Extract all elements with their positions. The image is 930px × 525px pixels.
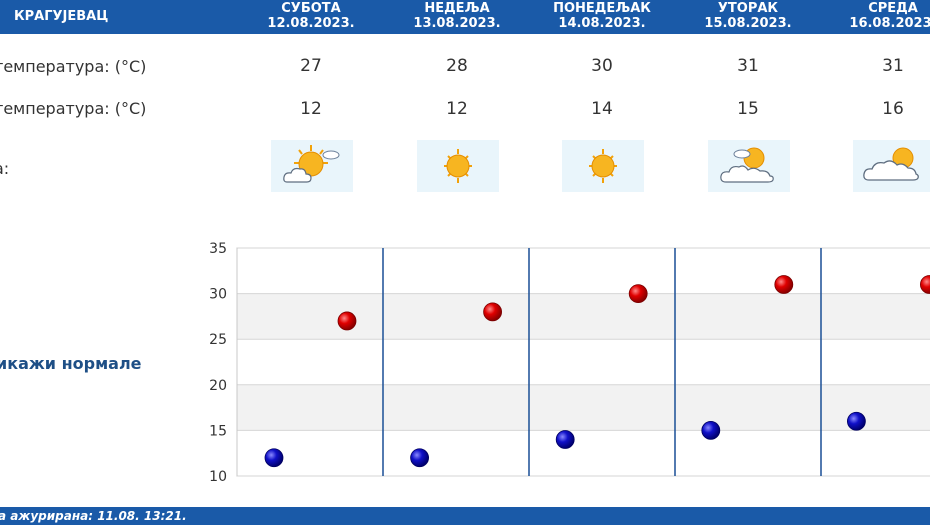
min-temp-point [701,420,721,440]
day-name: УТОРАК [717,1,779,16]
day-date: 13.08.2023. [413,16,501,31]
day-header-sunday: НЕДЕЉА 13.08.2023. [387,1,527,31]
weather-label: а: [0,159,10,178]
y-tick-label: 30 [209,287,227,303]
sun-cloud-icon [271,140,353,192]
forecast-header: КРАГУЈЕВАЦ СУБОТА 12.08.2023. НЕДЕЉА 13.… [0,0,930,34]
min-temp-point [555,430,575,449]
min-temp-label: температура: (°C) [0,99,147,118]
grid-band [237,384,930,431]
day-name: СРЕДА [868,1,918,16]
min-temp-value: 12 [446,99,468,119]
y-tick-label: 35 [209,241,227,257]
min-temp-point [264,448,284,468]
day-date: 15.08.2023. [704,16,792,31]
max-temp-point [337,311,357,331]
max-temp-value: 31 [737,56,759,76]
min-temp-value: 16 [882,99,904,119]
grid-band [237,248,930,294]
grid-band [237,339,930,385]
sun-icon [562,140,644,192]
grid-band [237,430,930,476]
min-temp-value: 12 [300,99,322,119]
max-temp-value: 28 [446,56,468,76]
cloud-sun-icon [708,140,790,192]
y-tick-label: 25 [209,332,227,348]
max-temp-value: 30 [591,56,613,76]
max-temp-point [483,302,503,322]
max-temp-point [628,284,648,303]
max-temp-point [774,275,794,294]
day-header-tuesday: УТОРАК 15.08.2023. [678,1,818,31]
day-date: 14.08.2023. [558,16,646,31]
footer-bar: а ажурирана: 11.08. 13:21. [0,507,930,525]
day-header-saturday: СУБОТА 12.08.2023. [241,1,381,31]
min-temp-value: 15 [737,99,759,119]
day-name: НЕДЕЉА [424,1,490,16]
min-temp-point [847,411,866,431]
y-tick-label: 15 [209,423,227,439]
max-temp-value: 27 [300,56,322,76]
day-date: 16.08.2023. [849,16,930,31]
max-temp-value: 31 [882,56,904,76]
sun-icon [417,140,499,192]
y-tick-label: 20 [209,378,227,394]
show-normals-link[interactable]: икажи нормале [0,354,142,373]
min-temp-point [410,448,430,468]
day-header-monday: ПОНЕДЕЉАК 14.08.2023. [532,1,672,31]
day-header-wednesday: СРЕДА 16.08.2023. [823,1,930,31]
y-tick-label: 10 [209,469,227,483]
day-name: СУБОТА [281,1,341,16]
day-name: ПОНЕДЕЉАК [553,1,651,16]
min-temp-value: 14 [591,99,613,119]
temperature-chart: 10 15 20 25 30 35 [209,241,930,483]
city-name: КРАГУЈЕВАЦ [14,9,109,24]
max-temp-point [920,275,930,294]
cloud-sun-icon [853,140,930,192]
last-updated: а ажурирана: 11.08. 13:21. [0,509,187,523]
day-date: 12.08.2023. [267,16,355,31]
max-temp-label: температура: (°C) [0,57,147,76]
